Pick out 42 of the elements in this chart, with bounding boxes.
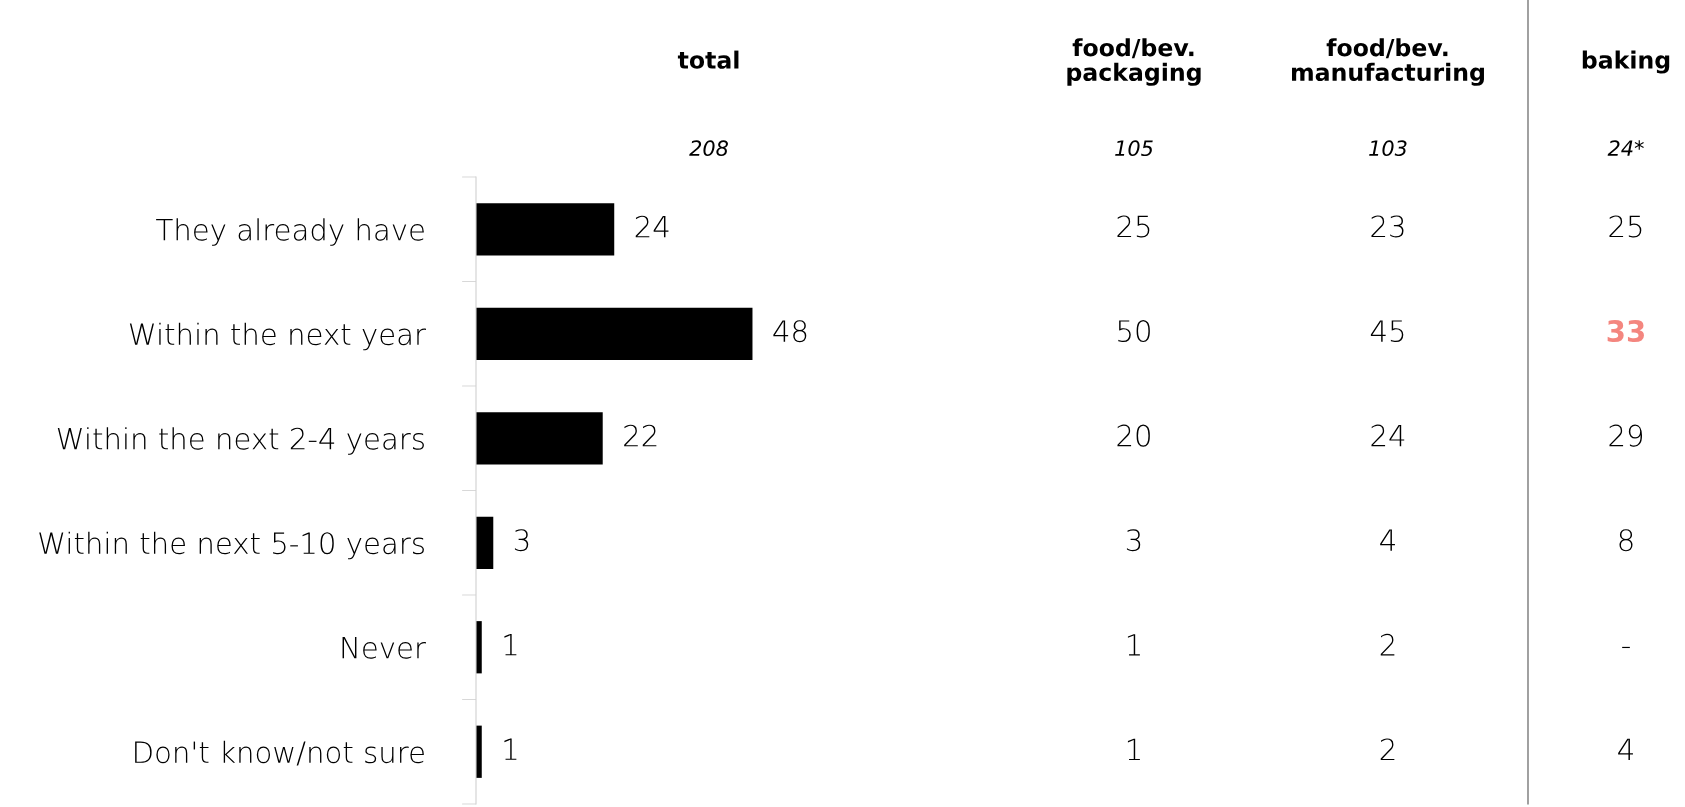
text: 29 [1609,424,1643,447]
text: 8 [1619,529,1633,552]
data-label: 48 [773,320,807,343]
y-tick-label: Don't know/not sure [135,740,424,766]
text: baking [1582,50,1670,74]
bar [476,203,615,256]
text: 24 [1371,424,1405,447]
data-label: 3 [514,529,529,552]
y-tick-label: Within the next 2-4 years [57,427,424,455]
text: 33 [1607,320,1644,343]
text: 25 [1117,215,1150,238]
text: 1 [1127,634,1140,656]
bar [476,307,753,360]
y-tick-label: Within the next year [129,322,426,351]
text: food/bev. packaging [1067,38,1201,86]
text: 3 [1126,529,1141,552]
text: 2 [1380,633,1395,656]
text: 25 [1609,215,1642,238]
data-label: 22 [624,424,657,447]
text: 50 [1118,320,1150,343]
text: 4 [1618,738,1633,761]
bar [476,516,494,569]
data-label: 1 [504,634,517,656]
text: food/bev. manufacturing [1292,38,1484,86]
text: 1 [1127,738,1140,761]
y-tick-label: Within the next 5-10 years [39,531,424,560]
text: 105 [1115,140,1153,157]
y-tick-label: Never [342,637,426,659]
text: 23 [1371,215,1404,238]
data-label: 24 [635,215,669,238]
data-label: 1 [504,738,517,760]
text: - [1622,646,1630,649]
text: 24* [1607,140,1644,156]
y-tick-label: They already have [156,218,424,246]
text: 2 [1380,738,1395,761]
text: 4 [1380,529,1395,551]
text: 45 [1370,320,1404,343]
chart-title: total [677,50,739,69]
chart-subtitle: 208 [689,140,728,157]
text: 20 [1117,424,1150,447]
bar [476,412,603,465]
text: 103 [1369,140,1407,157]
